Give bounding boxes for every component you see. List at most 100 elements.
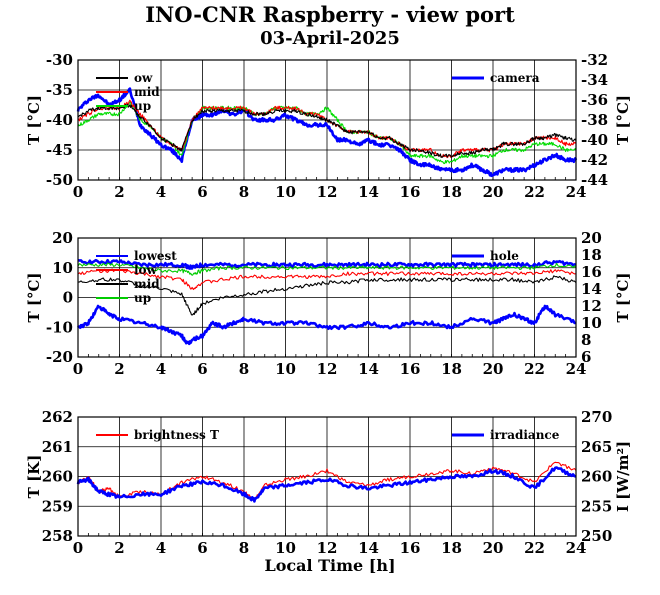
x-tick-label: 24 (566, 539, 587, 557)
legend-label: irradiance (490, 428, 560, 442)
y2-tick-label: -44 (581, 171, 608, 189)
legend-label: mid (134, 277, 160, 291)
x-tick-label: 4 (156, 183, 166, 201)
y2-axis-label: I [W/m²] (614, 441, 632, 512)
series-line-lowest (77, 258, 577, 270)
x-tick-label: 18 (441, 183, 462, 201)
y2-axis-label: T [°C] (614, 272, 632, 322)
legend-label: up (134, 291, 151, 305)
series-line-irradiance (76, 466, 577, 503)
y-tick-label: -50 (46, 171, 73, 189)
x-tick-label: 14 (358, 539, 379, 557)
x-tick-label: 20 (483, 539, 504, 557)
chart-title: INO-CNR Raspberry - view port (145, 2, 515, 27)
x-tick-label: 2 (114, 183, 124, 201)
x-axis-label: Local Time [h] (264, 556, 396, 575)
series-line-up (77, 262, 577, 276)
x-tick-label: 6 (197, 360, 207, 378)
x-tick-label: 16 (400, 183, 421, 201)
y2-axis-label: T [°C] (614, 95, 632, 145)
legend-label: brightness T (134, 428, 219, 442)
x-tick-label: 18 (441, 360, 462, 378)
series-line-brightness-T (77, 461, 577, 502)
y-axis-label: T [°C] (25, 95, 43, 145)
y-tick-label: -30 (46, 51, 73, 69)
y-tick-label: -20 (46, 348, 73, 366)
y2-tick-label: 250 (581, 527, 612, 545)
x-tick-label: 22 (524, 360, 545, 378)
y2-tick-label: 16 (581, 263, 602, 281)
legend-label: lowest (134, 249, 177, 263)
x-tick-label: 10 (275, 360, 296, 378)
y-tick-label: 10 (52, 259, 73, 277)
y-tick-label: 262 (42, 408, 73, 426)
y2-tick-label: 8 (581, 331, 591, 349)
y2-tick-label: -42 (581, 151, 608, 169)
y2-tick-label: 18 (581, 246, 602, 264)
y2-tick-label: 10 (581, 314, 602, 332)
panel-2: 0 2 4 6 8 10 12 14 16 18 20 22 2420100-10-2020181614… (25, 229, 632, 378)
legend-label: hole (490, 249, 519, 263)
x-tick-label: 4 (156, 539, 166, 557)
x-tick-label: 0 (73, 183, 83, 201)
x-tick-label: 22 (524, 539, 545, 557)
y-tick-label: 20 (52, 229, 73, 247)
x-tick-label: 16 (400, 539, 421, 557)
x-tick-label: 12 (317, 183, 338, 201)
x-tick-label: 16 (400, 360, 421, 378)
chart-date-subtitle: 03-April-2025 (260, 28, 400, 49)
x-tick-label: 2 (114, 360, 124, 378)
legend-label: camera (490, 71, 540, 85)
y-tick-label: 259 (42, 497, 73, 515)
y-tick-label: -45 (46, 141, 73, 159)
x-tick-label: 4 (156, 360, 166, 378)
y-tick-label: -35 (46, 81, 73, 99)
x-tick-label: 8 (239, 183, 249, 201)
legend-label: mid (134, 85, 160, 99)
y2-tick-label: 265 (581, 438, 612, 456)
y-axis-label: T [K] (25, 455, 43, 499)
y2-tick-label: -34 (581, 71, 608, 89)
x-tick-label: 20 (483, 183, 504, 201)
panel-1: 0 2 4 6 8 10 12 14 16 18 20 22 24-30-35-40-45-50-32-… (25, 51, 632, 201)
x-tick-label: 12 (317, 360, 338, 378)
x-tick-label: 8 (239, 360, 249, 378)
x-tick-label: 12 (317, 539, 338, 557)
y2-tick-label: 12 (581, 297, 602, 315)
x-tick-label: 10 (275, 183, 296, 201)
x-tick-label: 0 (73, 360, 83, 378)
x-tick-label: 14 (358, 183, 379, 201)
legend-label: low (134, 263, 158, 277)
y2-tick-label: 260 (581, 468, 612, 486)
y-tick-label: -40 (46, 111, 73, 129)
series-line-ow (77, 103, 577, 158)
y2-tick-label: -40 (581, 131, 608, 149)
y2-tick-label: -36 (581, 91, 608, 109)
x-tick-label: 2 (114, 539, 124, 557)
x-tick-label: 24 (566, 183, 587, 201)
x-tick-label: 10 (275, 539, 296, 557)
legend-label: ow (134, 71, 153, 85)
y2-tick-label: 20 (581, 229, 602, 247)
y2-tick-label: -32 (581, 51, 608, 69)
y2-tick-label: 270 (581, 408, 612, 426)
y-tick-label: 0 (63, 289, 73, 307)
y2-tick-label: 14 (581, 280, 602, 298)
x-tick-label: 6 (197, 183, 207, 201)
series-line-mid (77, 275, 577, 316)
x-tick-label: 14 (358, 360, 379, 378)
y-tick-label: 260 (42, 468, 73, 486)
x-tick-label: 8 (239, 539, 249, 557)
y2-tick-label: -38 (581, 111, 608, 129)
y-tick-label: -10 (46, 318, 73, 336)
series-line-camera (76, 87, 578, 178)
x-tick-label: 18 (441, 539, 462, 557)
panel-3: 0 2 4 6 8 10 12 14 16 18 20 22 242622612602592582702… (25, 408, 632, 557)
x-tick-label: 6 (197, 539, 207, 557)
series-line-low (77, 268, 577, 291)
x-tick-label: 24 (566, 360, 587, 378)
y2-tick-label: 255 (581, 497, 612, 515)
y-axis-label: T [°C] (25, 272, 43, 322)
y2-tick-label: 6 (581, 348, 591, 366)
